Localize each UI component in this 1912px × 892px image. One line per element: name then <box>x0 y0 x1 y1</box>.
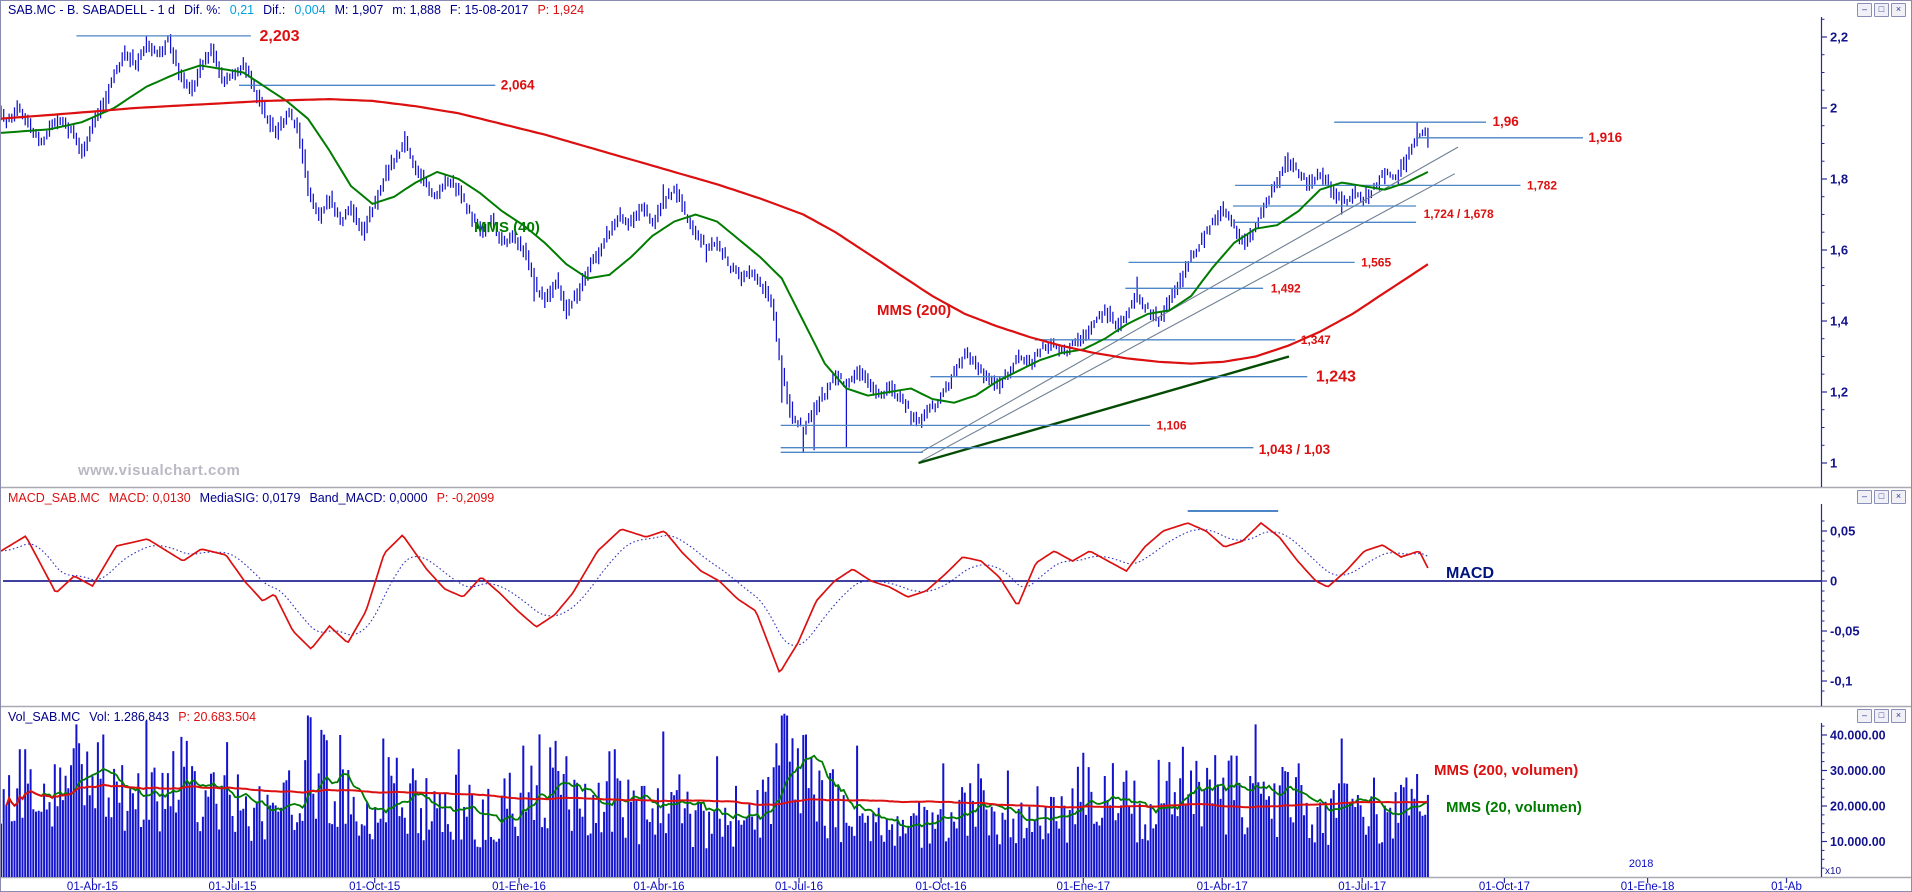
price-level-label: 1,243 <box>1316 369 1356 386</box>
x-axis-label: 01-Oct-17 <box>1479 881 1530 892</box>
price-level-label: 1,106 <box>1157 418 1187 432</box>
mms40-line <box>1 64 1429 404</box>
price-level-label: 1,043 / 1,03 <box>1259 442 1331 457</box>
price-axis-label: 1,6 <box>1830 243 1848 258</box>
volume-bars <box>1 713 1429 877</box>
trendline <box>918 355 1290 465</box>
price-level-label: 1,492 <box>1271 281 1301 295</box>
macd-axis-label: -0,1 <box>1830 674 1852 689</box>
price-axis-label: 1,2 <box>1830 385 1848 400</box>
price-level-label: 1,96 <box>1493 114 1520 129</box>
macd-axis-label: -0,05 <box>1830 624 1860 639</box>
trendline <box>920 146 1459 453</box>
title-part: Vol_SAB.MC <box>8 709 81 724</box>
price-axis-label: 1 <box>1830 456 1837 471</box>
series-label: MMS (20, volumen) <box>1446 799 1582 816</box>
price-level-label: 1,724 / 1,678 <box>1424 207 1494 221</box>
x-axis-label: 01-Ene-17 <box>1056 881 1110 892</box>
maximize-button[interactable]: □ <box>1874 490 1889 504</box>
series-label: MMS (200, volumen) <box>1434 762 1578 779</box>
minimize-button[interactable]: – <box>1857 490 1872 504</box>
macd-plot-area[interactable] <box>1 504 1821 706</box>
title-part: P: 1,924 <box>537 2 585 17</box>
volume-pane-title: Vol_SAB.MC Vol: 1.286.843 P: 20.683.504 <box>8 709 256 724</box>
x-axis-label: 01-Jul-15 <box>209 881 257 892</box>
title-part: MACD: 0,0130 <box>108 490 191 505</box>
volume-axis-label: 20.000.00 <box>1830 800 1886 814</box>
price-level-label: 1,782 <box>1527 178 1557 192</box>
volume-scale-multiplier: x10 <box>1825 866 1842 877</box>
close-button[interactable]: × <box>1891 490 1906 504</box>
macd-pane-window-buttons: – □ × <box>1857 490 1906 504</box>
title-part: M: 1,907 <box>334 2 384 17</box>
title-part: 0,004 <box>294 2 326 17</box>
close-button[interactable]: × <box>1891 3 1906 17</box>
maximize-button[interactable]: □ <box>1874 709 1889 723</box>
x-axis-label: 01-Jul-17 <box>1338 881 1386 892</box>
price-level-label: 1,916 <box>1588 130 1622 145</box>
price-level-label: 1,565 <box>1361 255 1391 269</box>
volume-axis-label: 40.000.00 <box>1830 729 1886 743</box>
price-level-label: 2,203 <box>260 28 300 45</box>
mms200-line <box>1 97 1429 365</box>
title-part: F: 15-08-2017 <box>449 2 529 17</box>
x-axis-label: 01-Ene-16 <box>492 881 546 892</box>
maximize-button[interactable]: □ <box>1874 3 1889 17</box>
x-axis-label: 01-Abr-16 <box>633 881 684 892</box>
title-part: MACD_SAB.MC <box>8 490 100 505</box>
volume-pane-window-buttons: – □ × <box>1857 709 1906 723</box>
minimize-button[interactable]: – <box>1857 3 1872 17</box>
price-pane-window-buttons: – □ × <box>1857 3 1906 17</box>
close-button[interactable]: × <box>1891 709 1906 723</box>
volume-mms200-line <box>5 783 1429 809</box>
title-part: P: 20.683.504 <box>178 709 257 724</box>
macd-line <box>1 521 1429 673</box>
title-part: P: -0,2099 <box>436 490 495 505</box>
price-axis-label: 2 <box>1830 101 1837 116</box>
price-level-label: 2,064 <box>501 77 535 92</box>
x-axis-label: 01-Abr-15 <box>67 881 118 892</box>
price-axis-label: 1,4 <box>1830 314 1849 329</box>
price-level-label: 1,347 <box>1301 333 1331 347</box>
title-part: Vol: 1.286.843 <box>89 709 170 724</box>
title-part: Dif.: <box>263 2 286 17</box>
title-part: Band_MACD: 0,0000 <box>309 490 428 505</box>
macd-axis-label: 0,05 <box>1830 524 1855 539</box>
title-part: Dif. %: <box>183 2 221 17</box>
title-part: m: 1,888 <box>392 2 441 17</box>
x-axis-label: 01-Abr-17 <box>1197 881 1248 892</box>
x-axis-label: 01-Oct-16 <box>916 881 967 892</box>
price-candles <box>1 34 1429 453</box>
volume-axis-label: 10.000.00 <box>1830 835 1886 849</box>
volume-axis-label: 30.000.00 <box>1830 764 1886 778</box>
title-part: SAB.MC - B. SABADELL - 1 d <box>8 2 175 17</box>
volume-mms20-line <box>5 754 1429 828</box>
x-axis-label: 01-Oct-15 <box>349 881 400 892</box>
price-axis-label: 2,2 <box>1830 30 1848 45</box>
series-label: MMS (200) <box>877 302 951 319</box>
series-label: MMS (40) <box>474 219 540 236</box>
year-label: 2018 <box>1629 858 1653 870</box>
x-axis-label: 01-Ab <box>1771 881 1802 892</box>
macd-signal-line <box>1 529 1429 646</box>
macd-axis-label: 0 <box>1830 574 1837 589</box>
minimize-button[interactable]: – <box>1857 709 1872 723</box>
price-axis-label: 1,8 <box>1830 172 1848 187</box>
macd-pane-title: MACD_SAB.MC MACD: 0,0130 MediaSIG: 0,0179 B… <box>8 490 494 505</box>
watermark: www.visualchart.com <box>78 462 241 479</box>
x-axis-label: 01-Ene-18 <box>1621 881 1675 892</box>
title-part: 0,21 <box>229 2 255 17</box>
series-label: MACD <box>1446 565 1494 582</box>
x-axis-label: 01-Jul-16 <box>775 881 823 892</box>
price-pane-title: SAB.MC - B. SABADELL - 1 d Dif. %: 0,21 Dif… <box>8 2 584 17</box>
title-part: MediaSIG: 0,0179 <box>199 490 301 505</box>
trendline <box>920 173 1456 462</box>
